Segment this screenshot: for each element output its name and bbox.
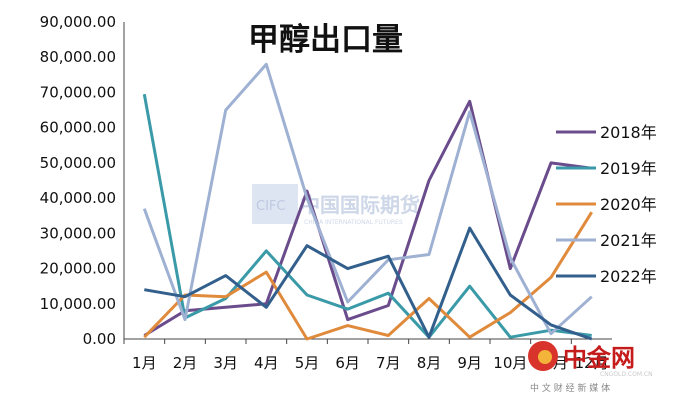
chart-title: 甲醇出口量 [248, 22, 403, 58]
x-tick-label: 3月 [213, 354, 238, 372]
y-tick-label: 90,000.00 [40, 13, 116, 31]
watermark-sub: CHINA INTERNATIONAL FUTURES [304, 219, 403, 226]
series-line-2019年 [142, 93, 592, 339]
legend: 2018年 2019年 2020年 2021年 2022年 [556, 123, 657, 286]
x-tick-label: 2月 [173, 354, 198, 372]
x-tick-label: 12月 [575, 354, 609, 372]
y-tick-label: 10,000.00 [40, 295, 116, 313]
brand-sub: 中 文 财 经 新 媒 体 [530, 382, 610, 394]
legend-label: 2019年 [600, 159, 657, 178]
x-tick-label: 6月 [335, 354, 360, 372]
watermark: CIFC 中国国际期货 CHINA INTERNATIONAL FUTURES [252, 184, 420, 226]
y-tick-label: 20,000.00 [40, 260, 116, 278]
x-tick-label: 8月 [417, 354, 442, 372]
watermark-text: 中国国际期货 [300, 193, 420, 217]
brand-url: CNGOLD.COM.CN [600, 371, 653, 378]
x-tick-label: 4月 [254, 354, 279, 372]
x-ticks: 1月2月3月4月5月6月7月8月9月10月11月12月 [123, 339, 609, 372]
y-tick-label: 0.00 [83, 330, 116, 348]
x-tick-label: 5月 [295, 354, 320, 372]
y-tick-label: 50,000.00 [40, 154, 116, 172]
y-tick-label: 80,000.00 [40, 48, 116, 66]
y-tick-label: 40,000.00 [40, 189, 116, 207]
series-line-2022年 [144, 226, 593, 341]
legend-label: 2018年 [600, 123, 657, 142]
x-tick-label: 9月 [457, 354, 482, 372]
series-line-2018年 [143, 99, 592, 337]
brand-logo-inner-icon [538, 350, 552, 364]
y-tick-label: 70,000.00 [40, 83, 116, 101]
y-ticks: 0.00 10,000.00 20,000.00 30,000.00 40,000.00… [40, 13, 116, 348]
y-tick-label: 30,000.00 [40, 224, 116, 242]
series-lines [142, 62, 593, 341]
x-tick-label: 7月 [376, 354, 401, 372]
legend-label: 2020年 [600, 195, 657, 214]
legend-label: 2022年 [600, 267, 657, 286]
series-line-2020年 [143, 211, 593, 341]
series-line-2021年 [142, 62, 593, 336]
brand-name: 中金网 [563, 344, 635, 372]
legend-label: 2021年 [600, 231, 657, 250]
watermark-logo-box [252, 184, 298, 224]
brand: 中金网 CNGOLD.COM.CN 中 文 财 经 新 媒 体 [528, 341, 653, 394]
x-tick-label: 1月 [132, 354, 157, 372]
watermark-logo: CIFC [256, 199, 285, 214]
y-tick-label: 60,000.00 [40, 119, 116, 137]
x-tick-label: 10月 [493, 354, 527, 372]
